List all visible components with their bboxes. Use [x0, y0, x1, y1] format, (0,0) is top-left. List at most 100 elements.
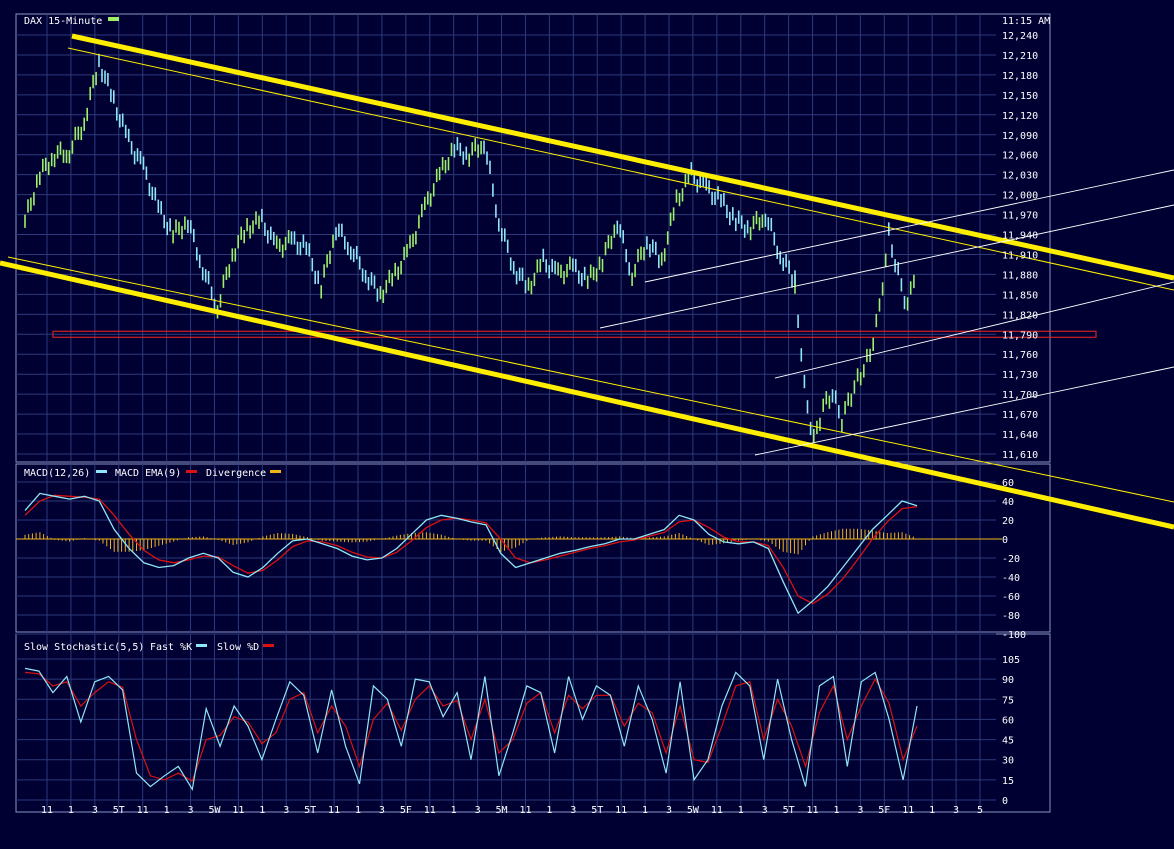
x-tick-label: 3 [188, 805, 194, 816]
macd-y-tick: 0 [1002, 535, 1008, 546]
x-tick-label: 1 [833, 805, 839, 816]
price-y-tick: 11,880 [1002, 270, 1038, 281]
price-y-tick: 11,610 [1002, 450, 1038, 461]
macd-y-tick: -80 [1002, 611, 1020, 622]
upper-channel-inner-line [67, 47, 1174, 291]
x-tick-label: 1 [164, 805, 170, 816]
x-tick-label: 1 [259, 805, 265, 816]
price-y-tick: 12,180 [1002, 71, 1038, 82]
price-y-tick: 11,700 [1002, 390, 1038, 401]
x-tick-label: 3 [92, 805, 98, 816]
time-label: 11:15 AM [1002, 16, 1050, 27]
x-tick-label: 5T [113, 805, 125, 816]
x-tick-label: 3 [762, 805, 768, 816]
x-tick-label: 11 [41, 805, 53, 816]
macd-y-tick: -60 [1002, 592, 1020, 603]
macd-y-tick: -100 [1002, 630, 1026, 641]
price-y-tick: 11,640 [1002, 430, 1038, 441]
fast-k-line [24, 667, 918, 791]
macd-y-ticks: 60 40 20 0 -20 -40 -60 -80 -100 [1002, 478, 1026, 641]
macd-panel-frame [15, 463, 1051, 633]
stoch-legend-d: Slow %D [217, 642, 259, 653]
price-y-tick: 11,820 [1002, 310, 1038, 321]
price-y-tick: 12,090 [1002, 131, 1038, 142]
x-tick-label: 11 [328, 805, 340, 816]
x-tick-label: 3 [475, 805, 481, 816]
stochastic-y-tick: 30 [1002, 756, 1014, 767]
macd-y-tick: 60 [1002, 478, 1014, 489]
price-y-tick: 12,060 [1002, 151, 1038, 162]
slow-d-line [24, 671, 918, 783]
x-tick-label: 3 [666, 805, 672, 816]
support-zone [52, 330, 1097, 338]
x-tick-label: 5W [208, 805, 221, 816]
x-tick-label: 3 [570, 805, 576, 816]
macd-line-swatch [96, 470, 107, 473]
trendlines [0, 33, 1174, 530]
price-y-tick: 12,120 [1002, 111, 1038, 122]
price-series [24, 53, 915, 443]
x-tick-label: 3 [953, 805, 959, 816]
k-line-swatch [196, 644, 207, 647]
stochastic-y-ticks: 105 90 75 60 45 30 15 0 [1002, 655, 1020, 807]
macd-y-tick: -40 [1002, 573, 1020, 584]
x-tick-label: 11 [807, 805, 819, 816]
price-y-tick: 12,030 [1002, 171, 1038, 182]
x-tick-label: 5T [783, 805, 795, 816]
x-tick-label: 5 [977, 805, 983, 816]
lower-channel-line [0, 260, 1174, 530]
x-tick-label: 5T [591, 805, 603, 816]
macd-y-tick: 40 [1002, 497, 1014, 508]
price-y-tick: 12,240 [1002, 31, 1038, 42]
price-y-tick: 11,730 [1002, 370, 1038, 381]
stoch-legend-title: Slow Stochastic(5,5) [24, 642, 144, 653]
parallel-line-3 [774, 281, 1174, 379]
parallel-line-4 [754, 366, 1174, 456]
price-y-tick: 12,000 [1002, 191, 1038, 202]
x-tick-label: 1 [68, 805, 74, 816]
d-line-swatch [263, 644, 274, 647]
x-tick-label: 11 [902, 805, 914, 816]
parallel-line-1 [599, 204, 1174, 329]
x-tick-label: 1 [929, 805, 935, 816]
price-y-ticks: 12,240 12,210 12,180 12,150 12,120 12,090 12,0… [1002, 31, 1038, 461]
stochastic-series [24, 667, 918, 791]
stochastic-y-tick: 75 [1002, 695, 1014, 706]
stochastic-y-tick: 45 [1002, 736, 1014, 747]
macd-y-tick: 20 [1002, 516, 1014, 527]
chart-grid [16, 14, 996, 812]
divergence-swatch [270, 470, 281, 473]
x-tick-label: 5F [400, 805, 412, 816]
stochastic-y-tick: 105 [1002, 655, 1020, 666]
x-tick-label: 3 [283, 805, 289, 816]
x-tick-label: 1 [451, 805, 457, 816]
macd-y-tick: -20 [1002, 554, 1020, 565]
x-tick-label: 1 [546, 805, 552, 816]
signal-line-swatch [186, 470, 197, 473]
price-y-tick: 11,790 [1002, 330, 1038, 341]
x-tick-label: 5T [304, 805, 316, 816]
stochastic-y-tick: 90 [1002, 675, 1014, 686]
price-y-tick: 11,940 [1002, 231, 1038, 242]
x-tick-label: 1 [642, 805, 648, 816]
macd-line [24, 492, 918, 615]
price-panel-frame [15, 13, 1051, 463]
price-y-tick: 11,670 [1002, 410, 1038, 421]
x-tick-label: 1 [355, 805, 361, 816]
x-tick-label: 11 [711, 805, 723, 816]
x-tick-label: 11 [615, 805, 627, 816]
x-ticks: 11 1 3 5T 11 1 3 5W 11 1 3 5T 11 1 3 5F 11 1 3 5M 11 1 3 5T 11 1 3… [41, 805, 983, 816]
stochastic-y-tick: 60 [1002, 715, 1014, 726]
macd-legend-divergence: Divergence [206, 468, 266, 479]
macd-legend-signal: MACD EMA(9) [115, 468, 181, 479]
x-tick-label: 5M [496, 805, 508, 816]
x-tick-label: 3 [379, 805, 385, 816]
parallel-line-2 [644, 169, 1174, 283]
signal-line [24, 494, 918, 605]
x-tick-label: 11 [137, 805, 149, 816]
stoch-legend-k: Fast %K [150, 642, 192, 653]
macd-legend-macd: MACD(12,26) [24, 468, 90, 479]
x-tick-label: 5W [687, 805, 700, 816]
price-y-tick: 11,910 [1002, 250, 1038, 261]
